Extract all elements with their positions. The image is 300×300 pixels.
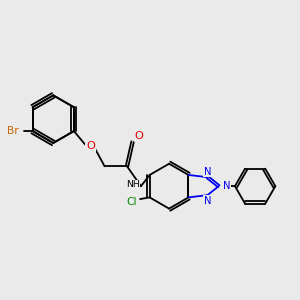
Text: O: O: [86, 141, 95, 152]
Text: NH: NH: [126, 180, 140, 189]
Text: Cl: Cl: [126, 196, 137, 207]
Text: N: N: [223, 181, 230, 191]
Text: N: N: [204, 196, 211, 206]
Text: Br: Br: [7, 126, 18, 136]
Text: N: N: [204, 167, 211, 177]
Text: O: O: [134, 131, 143, 141]
